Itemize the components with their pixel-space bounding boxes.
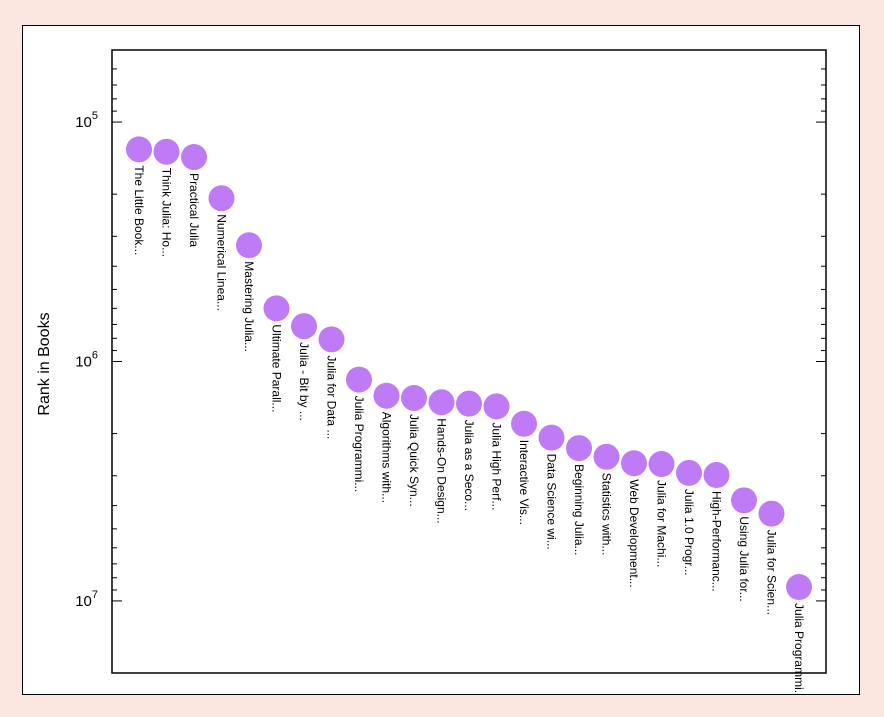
data-point xyxy=(648,451,675,478)
data-point xyxy=(456,390,482,417)
point-label: Julia High Perf... xyxy=(490,422,504,510)
point-label: Web Development... xyxy=(627,479,641,587)
data-point xyxy=(126,136,152,163)
point-label: Interactive Vis... xyxy=(517,440,531,525)
data-point xyxy=(566,435,592,462)
y-tick-label: 106 xyxy=(75,350,98,371)
point-label: Julia for Machi... xyxy=(655,480,669,567)
point-label: Numerical Linea... xyxy=(215,214,229,311)
data-point xyxy=(291,313,317,340)
plot-area xyxy=(111,49,827,674)
y-tick-label: 107 xyxy=(75,589,98,610)
point-labels: The Little Book... Think Julia: Ho... Prac… xyxy=(132,165,806,694)
point-label: Algorithms with... xyxy=(380,412,394,503)
point-label: Julia 1.0 Progr... xyxy=(682,489,696,576)
y-axis-title: Rank in Books xyxy=(36,312,53,415)
y-tick-label: 105 xyxy=(75,110,98,131)
point-label: Julia as a Seco... xyxy=(462,420,476,511)
data-point xyxy=(373,382,400,409)
point-label: Beginning Julia... xyxy=(572,464,586,555)
point-label: Julia Programmi... xyxy=(792,603,806,694)
data-point xyxy=(593,443,620,470)
point-label: Julia Quick Syn... xyxy=(407,414,421,507)
point-label: Hands-On Design... xyxy=(435,418,449,523)
data-point xyxy=(263,295,290,322)
point-label: High-Performanc... xyxy=(710,491,724,592)
point-label: Julia - Bit by ... xyxy=(297,342,311,421)
data-point xyxy=(786,574,812,601)
data-point xyxy=(676,459,702,486)
data-point xyxy=(758,500,785,527)
data-point xyxy=(483,393,510,420)
point-label: Julia Programmi... xyxy=(352,396,366,493)
y-axis-tick-labels: 105 106 107 xyxy=(75,110,98,610)
data-point xyxy=(621,450,647,477)
y-axis-ticks xyxy=(112,49,826,674)
data-point xyxy=(401,384,427,411)
chart-figure: 105 106 107 Rank in Books The Little Book.… xyxy=(22,25,860,695)
data-point xyxy=(181,144,207,171)
point-label: Julia for Scien... xyxy=(765,530,779,615)
data-point xyxy=(731,487,757,514)
point-label: Statistics with... xyxy=(600,473,614,556)
point-label: Data Science wi... xyxy=(545,454,559,550)
data-point xyxy=(346,366,372,393)
point-label: Ultimate Parall... xyxy=(270,324,284,412)
point-label: The Little Book... xyxy=(132,165,146,255)
point-label: Think Julia: Ho... xyxy=(160,168,174,257)
data-point xyxy=(236,232,262,259)
data-point xyxy=(538,424,565,451)
data-point xyxy=(208,185,235,212)
point-label: Julia for Data ... xyxy=(325,355,339,439)
data-point xyxy=(703,462,730,489)
point-label: Using Julia for... xyxy=(737,516,751,601)
scatter-chart: 105 106 107 Rank in Books The Little Book.… xyxy=(36,49,827,694)
data-points xyxy=(126,136,812,601)
point-label: Practical Julia xyxy=(187,173,201,247)
data-point xyxy=(511,410,537,437)
data-point xyxy=(153,138,180,165)
data-point xyxy=(318,326,345,353)
data-point xyxy=(428,389,455,416)
point-label: Mastering Julia... xyxy=(242,261,256,352)
